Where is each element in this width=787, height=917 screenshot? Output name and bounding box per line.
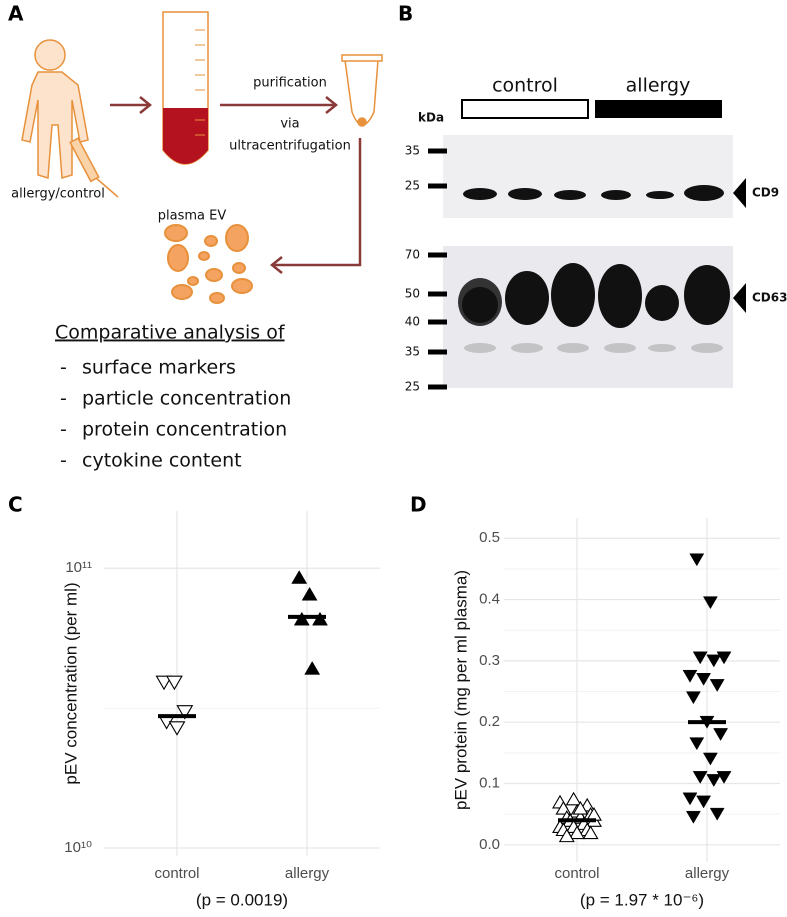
- unit-label: kDa: [418, 111, 444, 125]
- cd63-bands: [458, 263, 730, 353]
- blood-tube: [162, 11, 209, 165]
- arrows: [110, 96, 362, 274]
- data-point: [569, 825, 585, 840]
- bullet: -: [60, 419, 67, 441]
- data-point: [682, 669, 698, 683]
- marker-label: 25: [405, 380, 420, 394]
- panel-label: A: [8, 2, 24, 26]
- y-tick-label: 0.4: [479, 591, 500, 608]
- data-point: [709, 679, 725, 692]
- marker-ladder: 35 25 70 50 40 35 25: [405, 144, 447, 394]
- data-point: [706, 774, 722, 787]
- y-tick-label: 0.3: [479, 652, 500, 669]
- caption: (p = 0.0019): [196, 890, 288, 909]
- data-point: [165, 675, 183, 691]
- analysis-item: cytokine content: [82, 450, 242, 472]
- panel-label: C: [8, 493, 23, 517]
- data-point: [168, 721, 186, 736]
- data-point: [572, 800, 589, 815]
- data-point: [692, 651, 708, 665]
- marker-label: 40: [405, 315, 420, 329]
- data-point: [685, 691, 701, 705]
- data-point: [301, 586, 318, 601]
- eppendorf: [341, 54, 383, 127]
- marker-tick: [428, 252, 447, 258]
- y-axis-title: pEV concentration (per ml): [61, 582, 80, 784]
- data-point: [696, 795, 712, 809]
- bullet: -: [60, 450, 67, 472]
- data-point: [176, 705, 194, 720]
- analysis-title: Comparative analysis of: [55, 322, 286, 344]
- data-point: [582, 825, 599, 840]
- data-point: [709, 807, 725, 821]
- cd63-arrow: [733, 283, 746, 313]
- analysis-item: protein concentration: [82, 419, 287, 441]
- marker-label: 35: [405, 144, 420, 158]
- target-label: CD9: [752, 186, 779, 200]
- data-point: [558, 828, 575, 843]
- bullet: -: [60, 357, 67, 379]
- x-tick-label: allergy: [685, 865, 730, 882]
- data-point: [685, 810, 701, 824]
- marker-label: 50: [405, 287, 420, 301]
- cd9-bands: [463, 185, 724, 201]
- data-point: [304, 661, 321, 675]
- data-point: [682, 792, 698, 806]
- data-point: [702, 596, 718, 610]
- group-label: control: [492, 75, 558, 97]
- marker-tick: [428, 291, 447, 297]
- data-point: [713, 728, 729, 741]
- y-tick-label: 0.2: [479, 713, 500, 730]
- marker-tick: [428, 384, 447, 390]
- marker-label: 25: [405, 179, 420, 193]
- y-tick-label: 0.1: [479, 774, 500, 791]
- x-tick-label: allergy: [285, 865, 330, 882]
- step-label: ultracentrifugation: [229, 139, 351, 154]
- y-axis-title: pEV protein (mg per ml plasma): [451, 570, 470, 810]
- allergy-bar: [595, 100, 722, 118]
- analysis-item: particle concentration: [82, 388, 291, 410]
- marker-tick: [428, 349, 447, 355]
- data-point: [706, 654, 722, 668]
- marker-tick: [428, 148, 447, 154]
- cd9-arrow: [733, 178, 746, 208]
- syringe: [69, 137, 119, 198]
- y-tick-label: 0.0: [479, 836, 500, 853]
- group-label: allergy: [626, 75, 691, 97]
- data-point: [696, 673, 712, 686]
- y-tick-label: 0.5: [479, 529, 500, 546]
- panel-label: D: [410, 493, 427, 517]
- panel-label: B: [398, 2, 413, 26]
- step-label: purification: [253, 76, 327, 91]
- y-tick-label: 10¹⁰: [64, 839, 92, 856]
- x-tick-label: control: [154, 865, 199, 882]
- control-bar: [461, 99, 589, 119]
- subject-label: allergy/control: [11, 187, 105, 202]
- data-point: [692, 771, 708, 784]
- data-point: [291, 570, 308, 584]
- vesicles: [164, 224, 253, 304]
- ev-label: plasma EV: [158, 209, 227, 224]
- marker-label: 35: [405, 345, 420, 359]
- marker-tick: [428, 183, 447, 189]
- bullet: -: [60, 388, 67, 410]
- marker-label: 70: [405, 248, 420, 262]
- blot-cd9: [443, 135, 733, 218]
- caption: (p = 1.97 * 10⁻⁶): [580, 890, 704, 909]
- target-label: CD63: [752, 291, 787, 305]
- analysis-item: surface markers: [82, 357, 236, 379]
- x-tick-label: control: [554, 865, 599, 882]
- step-label: via: [280, 117, 299, 132]
- analysis-list: - surface markers-particle concentration-…: [60, 357, 291, 472]
- data-point: [689, 737, 705, 751]
- data-point: [155, 675, 173, 691]
- person: [21, 39, 89, 179]
- data-point: [565, 791, 582, 806]
- marker-tick: [428, 319, 447, 325]
- y-tick-label: 10¹¹: [65, 559, 92, 576]
- data-point: [702, 752, 718, 766]
- data-point: [689, 553, 705, 567]
